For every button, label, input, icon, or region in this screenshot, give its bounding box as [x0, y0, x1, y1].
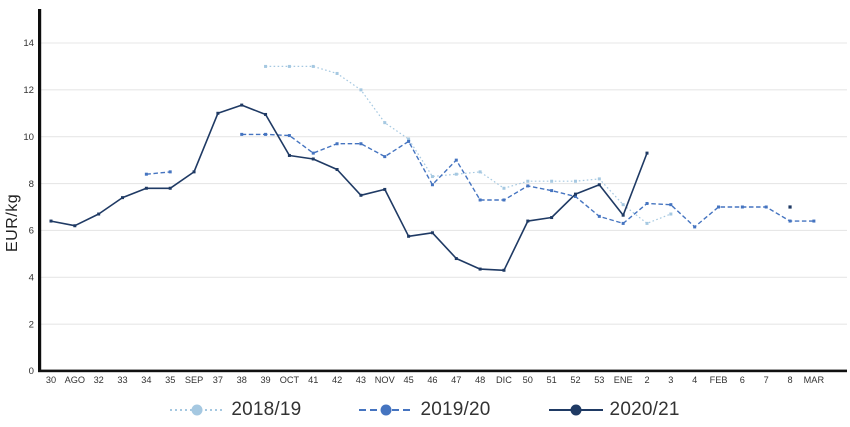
svg-text:45: 45	[403, 375, 413, 385]
svg-text:30: 30	[46, 375, 56, 385]
svg-text:0: 0	[29, 366, 34, 377]
x-axis-tick-labels: 30 AGO 32 33 34 35 SEP 37 38 39 OCT 41 42 43 NOV 45 46 47…	[46, 375, 825, 385]
svg-text:OCT: OCT	[280, 375, 300, 385]
isolated-point	[788, 205, 792, 209]
legend: 2018/19 2019/20 2020/21	[0, 394, 850, 426]
svg-text:2: 2	[644, 375, 649, 385]
svg-text:8: 8	[787, 375, 792, 385]
svg-text:38: 38	[237, 375, 247, 385]
svg-text:35: 35	[165, 375, 175, 385]
legend-swatch-icon	[359, 404, 414, 416]
svg-text:33: 33	[117, 375, 127, 385]
svg-text:ENE: ENE	[614, 375, 633, 385]
svg-text:39: 39	[260, 375, 270, 385]
legend-label: 2018/19	[231, 399, 302, 420]
svg-text:SEP: SEP	[185, 375, 203, 385]
svg-text:51: 51	[547, 375, 557, 385]
axes	[38, 9, 847, 373]
svg-text:48: 48	[475, 375, 485, 385]
series-2018-19	[264, 64, 673, 225]
svg-text:37: 37	[213, 375, 223, 385]
svg-text:46: 46	[427, 375, 437, 385]
series-2019-20	[144, 132, 816, 229]
legend-swatch-icon	[170, 404, 225, 416]
svg-text:3: 3	[668, 375, 673, 385]
series-2020-21	[49, 103, 792, 272]
svg-text:12: 12	[23, 85, 34, 96]
svg-text:NOV: NOV	[375, 375, 396, 385]
svg-text:4: 4	[29, 272, 35, 283]
legend-label: 2019/20	[420, 399, 491, 420]
svg-text:53: 53	[594, 375, 604, 385]
svg-text:50: 50	[523, 375, 533, 385]
legend-swatch-icon	[548, 404, 603, 416]
y-axis-title: EUR/kg	[4, 193, 21, 252]
svg-text:10: 10	[23, 132, 34, 143]
legend-label: 2020/21	[609, 399, 680, 420]
svg-text:7: 7	[764, 375, 769, 385]
svg-text:41: 41	[308, 375, 318, 385]
svg-text:AGO: AGO	[65, 375, 85, 385]
svg-text:DIC: DIC	[496, 375, 512, 385]
svg-text:8: 8	[29, 179, 34, 190]
svg-text:MAR: MAR	[804, 375, 825, 385]
svg-text:FEB: FEB	[710, 375, 728, 385]
svg-text:6: 6	[740, 375, 745, 385]
gridlines	[40, 42, 847, 325]
svg-text:6: 6	[29, 226, 34, 237]
legend-item-2018-19: 2018/19	[170, 399, 301, 421]
legend-item-2019-20: 2019/20	[359, 399, 490, 421]
svg-text:32: 32	[94, 375, 104, 385]
svg-text:47: 47	[451, 375, 461, 385]
svg-text:34: 34	[141, 375, 151, 385]
svg-text:2: 2	[29, 319, 34, 330]
svg-text:43: 43	[356, 375, 366, 385]
svg-text:52: 52	[570, 375, 580, 385]
y-axis-tick-labels: 0 2 4 6 8 10 12 14	[23, 38, 34, 377]
svg-text:42: 42	[332, 375, 342, 385]
legend-item-2020-21: 2020/21	[548, 399, 680, 421]
svg-text:4: 4	[692, 375, 697, 385]
svg-text:14: 14	[23, 38, 34, 49]
